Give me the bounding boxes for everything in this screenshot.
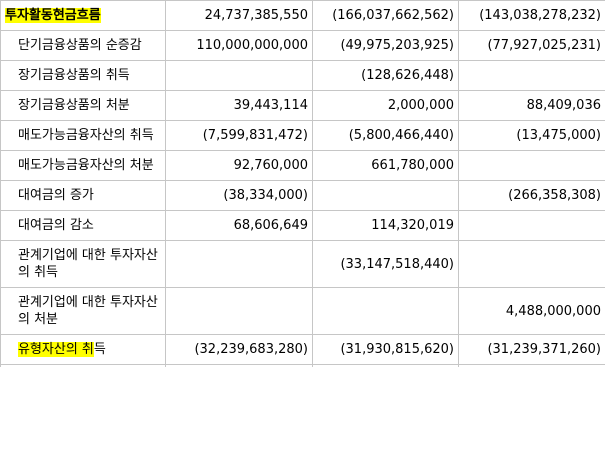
row-label: 단기금융상품의 순증감 xyxy=(0,30,166,61)
cell-value xyxy=(165,60,313,91)
cell-value xyxy=(312,364,459,367)
label-text: 대여금의 감소 xyxy=(18,218,94,233)
table-row: 유형자산의 취득 (32,239,683,280) (31,930,815,620)… xyxy=(0,334,605,365)
cell-value xyxy=(458,240,605,288)
row-label: 대여금의 감소 xyxy=(0,210,166,241)
table-row: 단기금융상품의 순증감 110,000,000,000 (49,975,203,92… xyxy=(0,30,605,61)
row-label: 투자활동현금흐름 xyxy=(0,0,166,31)
cell-value: 24,737,385,550 xyxy=(165,0,313,31)
table-row: 대여금의 증가 (38,334,000) (266,358,308) xyxy=(0,180,605,211)
cell-value: (166,037,662,562) xyxy=(312,0,459,31)
cell-value: 39,443,114 xyxy=(165,90,313,121)
row-label: 유형자산의 취득 xyxy=(0,334,166,365)
label-text: 대여금의 증가 xyxy=(18,188,94,203)
cell-value: (266,358,308) xyxy=(458,180,605,211)
row-label xyxy=(0,364,166,367)
cell-value: (7,599,831,472) xyxy=(165,120,313,151)
label-text: 장기금융상품의 취득 xyxy=(18,68,130,83)
table-row: 투자활동현금흐름 24,737,385,550 (166,037,662,562)(… xyxy=(0,0,605,31)
row-label: 대여금의 증가 xyxy=(0,180,166,211)
table-row: 관계기업에 대한 투자자산의 취득 (33,147,518,440) xyxy=(0,240,605,288)
cell-value xyxy=(458,150,605,181)
cell-value: (38,334,000) xyxy=(165,180,313,211)
cell-value: (31,930,815,620) xyxy=(312,334,459,365)
label-text: 관계기업에 대한 투자자산의 취득 xyxy=(18,248,158,280)
cell-value xyxy=(458,60,605,91)
row-label: 매도가능금융자산의 처분 xyxy=(0,150,166,181)
cash-flow-table: 투자활동현금흐름 24,737,385,550 (166,037,662,562)(… xyxy=(0,0,605,367)
cell-value: (33,147,518,440) xyxy=(312,240,459,288)
table-row: 장기금융상품의 취득 (128,626,448) xyxy=(0,60,605,91)
table-row xyxy=(0,364,605,367)
cell-value: 4,488,000,000 xyxy=(458,287,605,335)
cell-value: 92,760,000 xyxy=(165,150,313,181)
cell-value: 68,606,649 xyxy=(165,210,313,241)
cell-value xyxy=(165,240,313,288)
cell-value: 2,000,000 xyxy=(312,90,459,121)
table-row: 대여금의 감소 68,606,649 114,320,019 xyxy=(0,210,605,241)
label-text: 득 xyxy=(93,342,106,357)
label-text: 매도가능금융자산의 취득 xyxy=(18,128,154,143)
cell-value: (32,239,683,280) xyxy=(165,334,313,365)
cell-value xyxy=(312,287,459,335)
cell-value: 88,409,036 xyxy=(458,90,605,121)
table-row: 장기금융상품의 처분 39,443,114 2,000,000 88,409,036 xyxy=(0,90,605,121)
cell-value: 661,780,000 xyxy=(312,150,459,181)
cell-value: (77,927,025,231) xyxy=(458,30,605,61)
row-label: 장기금융상품의 취득 xyxy=(0,60,166,91)
row-label: 매도가능금융자산의 취득 xyxy=(0,120,166,151)
cell-value: (49,975,203,925) xyxy=(312,30,459,61)
label-text: 단기금융상품의 순증감 xyxy=(18,38,142,53)
cell-value: (143,038,278,232) xyxy=(458,0,605,31)
cell-value: (128,626,448) xyxy=(312,60,459,91)
table-row: 매도가능금융자산의 취득 (7,599,831,472) (5,800,466,44… xyxy=(0,120,605,151)
cell-value xyxy=(165,364,313,367)
row-label: 관계기업에 대한 투자자산의 취득 xyxy=(0,240,166,288)
cell-value xyxy=(165,287,313,335)
highlighted-label-text: 투자활동현금흐름 xyxy=(5,8,101,23)
cell-value xyxy=(312,180,459,211)
label-text: 매도가능금융자산의 처분 xyxy=(18,158,154,173)
cell-value: (31,239,371,260) xyxy=(458,334,605,365)
label-text: 관계기업에 대한 투자자산의 처분 xyxy=(18,295,158,327)
table-body: 투자활동현금흐름 24,737,385,550 (166,037,662,562)(… xyxy=(0,0,605,367)
cell-value: 114,320,019 xyxy=(312,210,459,241)
table-row: 관계기업에 대한 투자자산의 처분 4,488,000,000 xyxy=(0,287,605,335)
label-text: 장기금융상품의 처분 xyxy=(18,98,130,113)
cell-value: (5,800,466,440) xyxy=(312,120,459,151)
cell-value xyxy=(458,210,605,241)
cell-value xyxy=(458,364,605,367)
cell-value: (13,475,000) xyxy=(458,120,605,151)
row-label: 관계기업에 대한 투자자산의 처분 xyxy=(0,287,166,335)
cell-value: 110,000,000,000 xyxy=(165,30,313,61)
table-row: 매도가능금융자산의 처분 92,760,000 661,780,000 xyxy=(0,150,605,181)
highlighted-label-text: 유형자산의 취 xyxy=(18,342,94,357)
row-label: 장기금융상품의 처분 xyxy=(0,90,166,121)
